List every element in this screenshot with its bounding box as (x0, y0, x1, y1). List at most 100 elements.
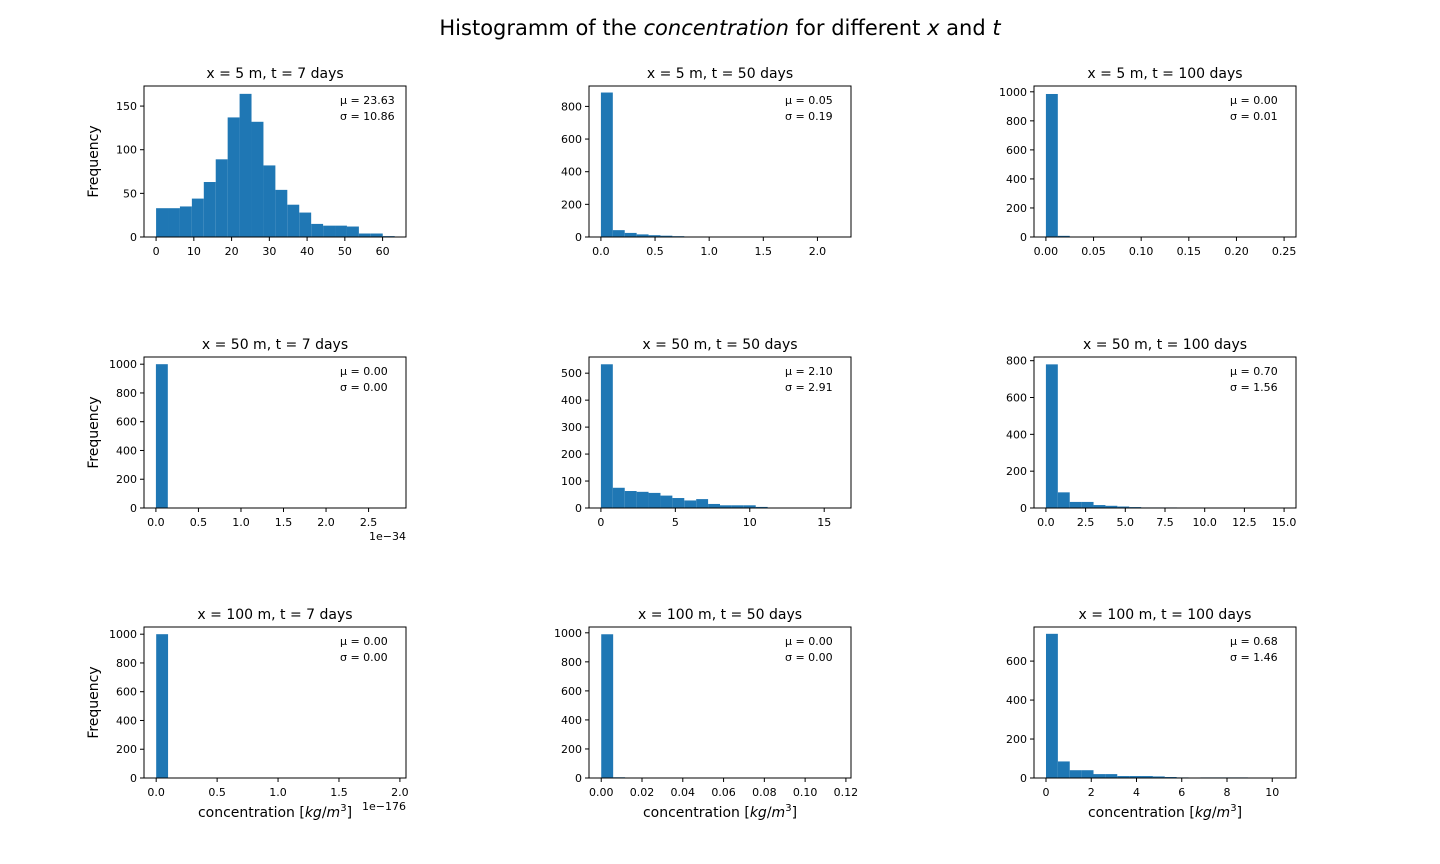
histogram-bar (1057, 761, 1070, 778)
panel-title: x = 100 m, t = 100 days (1079, 607, 1252, 623)
x-tick-label: 0.5 (190, 516, 208, 529)
x-tick-label: 0.10 (1129, 245, 1154, 258)
mean-annotation: μ = 0.00 (1230, 94, 1278, 107)
y-tick-label: 0 (130, 772, 137, 785)
panel-title: x = 5 m, t = 100 days (1087, 66, 1242, 82)
histogram-bar (215, 159, 228, 237)
std-annotation: σ = 0.00 (340, 381, 388, 394)
y-tick-label: 600 (1006, 144, 1027, 157)
y-tick-label: 0 (575, 772, 582, 785)
axes-frame (588, 356, 852, 509)
histogram-bar (612, 487, 625, 508)
x-tick-label: 0.0 (147, 516, 165, 529)
y-tick-label: 600 (561, 685, 582, 698)
x-tick-label: 0.15 (1177, 245, 1202, 258)
histogram-bar (1045, 93, 1058, 237)
y-tick-label: 0 (575, 502, 582, 515)
histogram-bar (203, 182, 216, 237)
histogram-bar (1141, 776, 1153, 778)
histogram-bar (1081, 501, 1094, 508)
x-tick-label: 12.5 (1232, 516, 1257, 529)
y-tick-label: 600 (561, 133, 582, 146)
panel-title: x = 50 m, t = 7 days (202, 337, 348, 353)
x-tick-label: 60 (376, 245, 390, 258)
x-tick-label: 4 (1133, 786, 1140, 799)
axes-frame (1033, 626, 1297, 779)
histogram-panel: 0.0 0.5 1.0 1.5 2.0 0 200 400 600 800 1000 x = 100 … (86, 607, 409, 821)
y-tick-label: 1000 (109, 628, 137, 641)
axes-frame (1033, 356, 1297, 509)
histogram-bar (155, 364, 168, 508)
x-tick-label: 1.5 (755, 245, 773, 258)
y-tick-label: 0 (1020, 231, 1027, 244)
histogram-bar (648, 235, 661, 237)
panel-title: x = 100 m, t = 50 days (638, 607, 802, 623)
histogram-bar (648, 492, 661, 508)
histogram-bar (636, 234, 649, 237)
x-axis-offset-text: 1e−176 (362, 800, 406, 813)
std-annotation: σ = 0.00 (785, 651, 833, 664)
axes-frame (1033, 85, 1297, 238)
x-tick-label: 20 (225, 245, 239, 258)
y-tick-label: 0 (130, 231, 137, 244)
histogram-panel: 0.0 0.5 1.0 1.5 2.0 2.5 0 200 400 600 800 1000 x = 5… (86, 337, 407, 543)
x-tick-label: 15.0 (1272, 516, 1297, 529)
axes-frame (588, 626, 852, 779)
mean-annotation: μ = 0.68 (1230, 635, 1278, 648)
mean-annotation: μ = 0.00 (785, 635, 833, 648)
histogram-bar (1057, 492, 1070, 508)
x-axis-offset-text: 1e−34 (369, 530, 406, 543)
y-tick-label: 600 (1006, 655, 1027, 668)
x-tick-label: 0.12 (834, 786, 859, 799)
y-tick-label: 1000 (554, 627, 582, 640)
std-annotation: σ = 10.86 (340, 110, 395, 123)
y-tick-label: 100 (116, 144, 137, 157)
y-tick-label: 400 (561, 714, 582, 727)
histogram-bar (1057, 235, 1070, 237)
histogram-bar (370, 233, 383, 237)
x-axis-label: concentration [kg/m3] (643, 803, 797, 821)
y-tick-label: 400 (561, 166, 582, 179)
x-tick-label: 10 (743, 516, 757, 529)
x-tick-label: 10 (1265, 786, 1279, 799)
axes-frame (143, 85, 407, 238)
y-axis-label: Frequency (86, 666, 102, 738)
histogram-bar (624, 491, 637, 508)
figure-title: Histogramm of the concentration for diff… (439, 16, 1001, 40)
x-tick-label: 0.02 (630, 786, 655, 799)
histogram-bar (660, 495, 673, 508)
histogram-bar (1117, 776, 1130, 778)
y-tick-label: 800 (561, 656, 582, 669)
histogram-bar (251, 121, 264, 237)
x-tick-label: 40 (300, 245, 314, 258)
x-tick-label: 0.5 (646, 245, 664, 258)
histogram-bar (708, 503, 720, 508)
x-tick-label: 10 (187, 245, 201, 258)
histogram-panel: 0 5 10 15 0 100 200 300 400 500 x = 50 m, t = 50 d… (561, 337, 852, 529)
histogram-bar (1069, 770, 1082, 778)
y-tick-label: 200 (1006, 733, 1027, 746)
histogram-bar (672, 498, 685, 508)
histogram-bar (601, 634, 614, 778)
std-annotation: σ = 1.46 (1230, 651, 1278, 664)
histogram-bar (624, 232, 637, 237)
mean-annotation: μ = 2.10 (785, 365, 833, 378)
histogram-bar (1105, 505, 1118, 508)
histogram-bar (1093, 774, 1106, 778)
histogram-bar (743, 505, 756, 508)
std-annotation: σ = 0.00 (340, 651, 388, 664)
x-tick-label: 0.20 (1224, 245, 1249, 258)
y-tick-label: 800 (1006, 355, 1027, 368)
y-tick-label: 600 (116, 416, 137, 429)
x-tick-label: 30 (262, 245, 276, 258)
histogram-bar (1069, 501, 1082, 508)
y-axis-label: Frequency (86, 396, 102, 468)
y-tick-label: 400 (1006, 173, 1027, 186)
x-tick-label: 0.25 (1272, 245, 1297, 258)
histogram-panel: 0.0 2.5 5.0 7.5 10.0 12.5 15.0 0 200 400 600 800 x =… (1006, 337, 1297, 529)
histogram-bar (287, 204, 300, 237)
histogram-panel: 0 10 20 30 40 50 60 0 50 100 150 x = 5 m, t = 7 day… (86, 66, 407, 258)
y-tick-label: 600 (1006, 392, 1027, 405)
x-tick-label: 0.08 (752, 786, 777, 799)
